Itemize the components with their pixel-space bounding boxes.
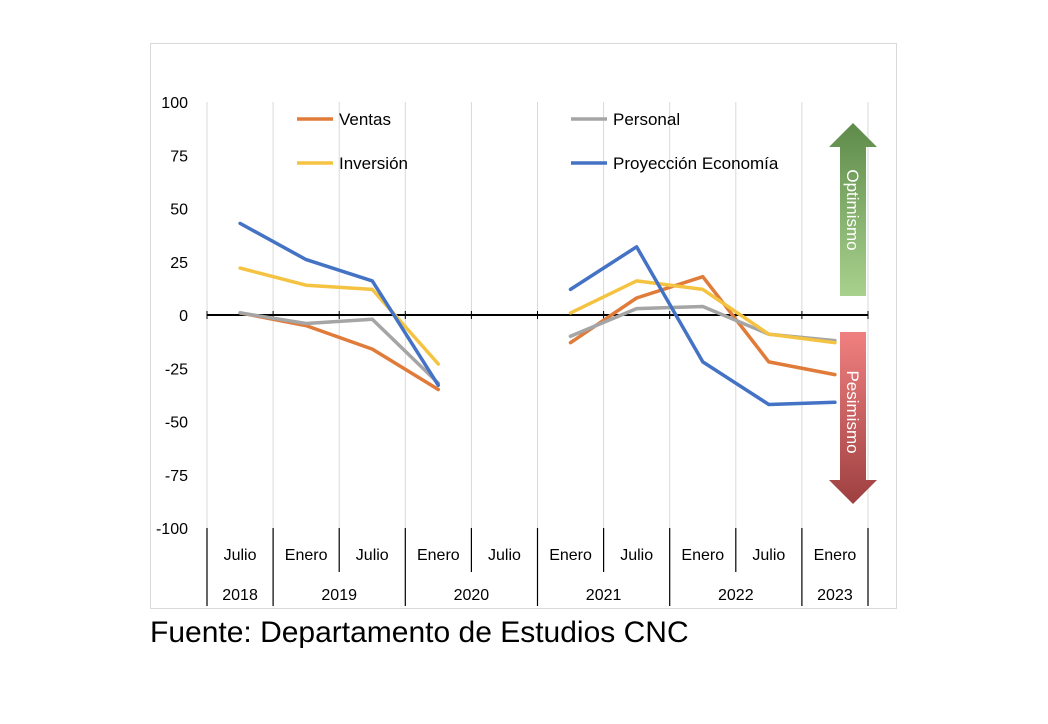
sentiment-arrows: Optimismo Pesimismo [829,123,877,504]
series-lines [238,221,837,407]
optimism-arrow [829,123,877,296]
x-tick-label: Enero [681,547,724,564]
year-label: 2018 [222,587,258,604]
legend: Ventas Personal Inversión Proyección Econom… [297,110,779,173]
legend-label: Proyección Economía [613,154,779,173]
series-line-inversi-n [238,266,837,366]
x-tick-label: Julio [224,547,257,564]
x-tick-label: Enero [814,547,857,564]
x-tick-label: Enero [549,547,592,564]
y-tick-label: -75 [165,468,188,485]
x-tick-label: Julio [356,547,389,564]
y-tick-label: -100 [156,521,188,538]
x-tick-label: Julio [620,547,653,564]
year-label: 2022 [718,587,754,604]
year-label: 2019 [321,587,357,604]
pessimism-arrow [829,332,877,504]
y-tick-label: 25 [170,255,188,272]
y-tick-label: 75 [170,148,188,165]
x-tick-label: Enero [285,547,328,564]
source-note: Fuente: Departamento de Estudios CNC [150,616,689,649]
x-tick-label: Enero [417,547,460,564]
y-tick-label: 0 [179,308,188,325]
optimism-label: Optimismo [843,169,862,250]
y-tick-label: -25 [165,361,188,378]
series-line-proyecci-n-econom-a [238,221,837,407]
legend-label: Inversión [339,154,408,173]
y-tick-label: 100 [161,95,188,112]
y-tick-label: -50 [165,415,188,432]
pessimism-label: Pesimismo [843,370,862,453]
year-label: 2021 [586,587,622,604]
y-tick-label: 50 [170,202,188,219]
legend-label: Personal [613,110,680,129]
legend-label: Ventas [339,110,391,129]
year-label: 2020 [454,587,490,604]
x-tick-label: Julio [752,547,785,564]
year-label: 2023 [817,587,853,604]
axes: 100 75 50 25 0 -25 -50 -75 -100 Julio Enero Julio En… [156,95,869,606]
chart-frame [150,43,897,609]
x-tick-label: Julio [488,547,521,564]
